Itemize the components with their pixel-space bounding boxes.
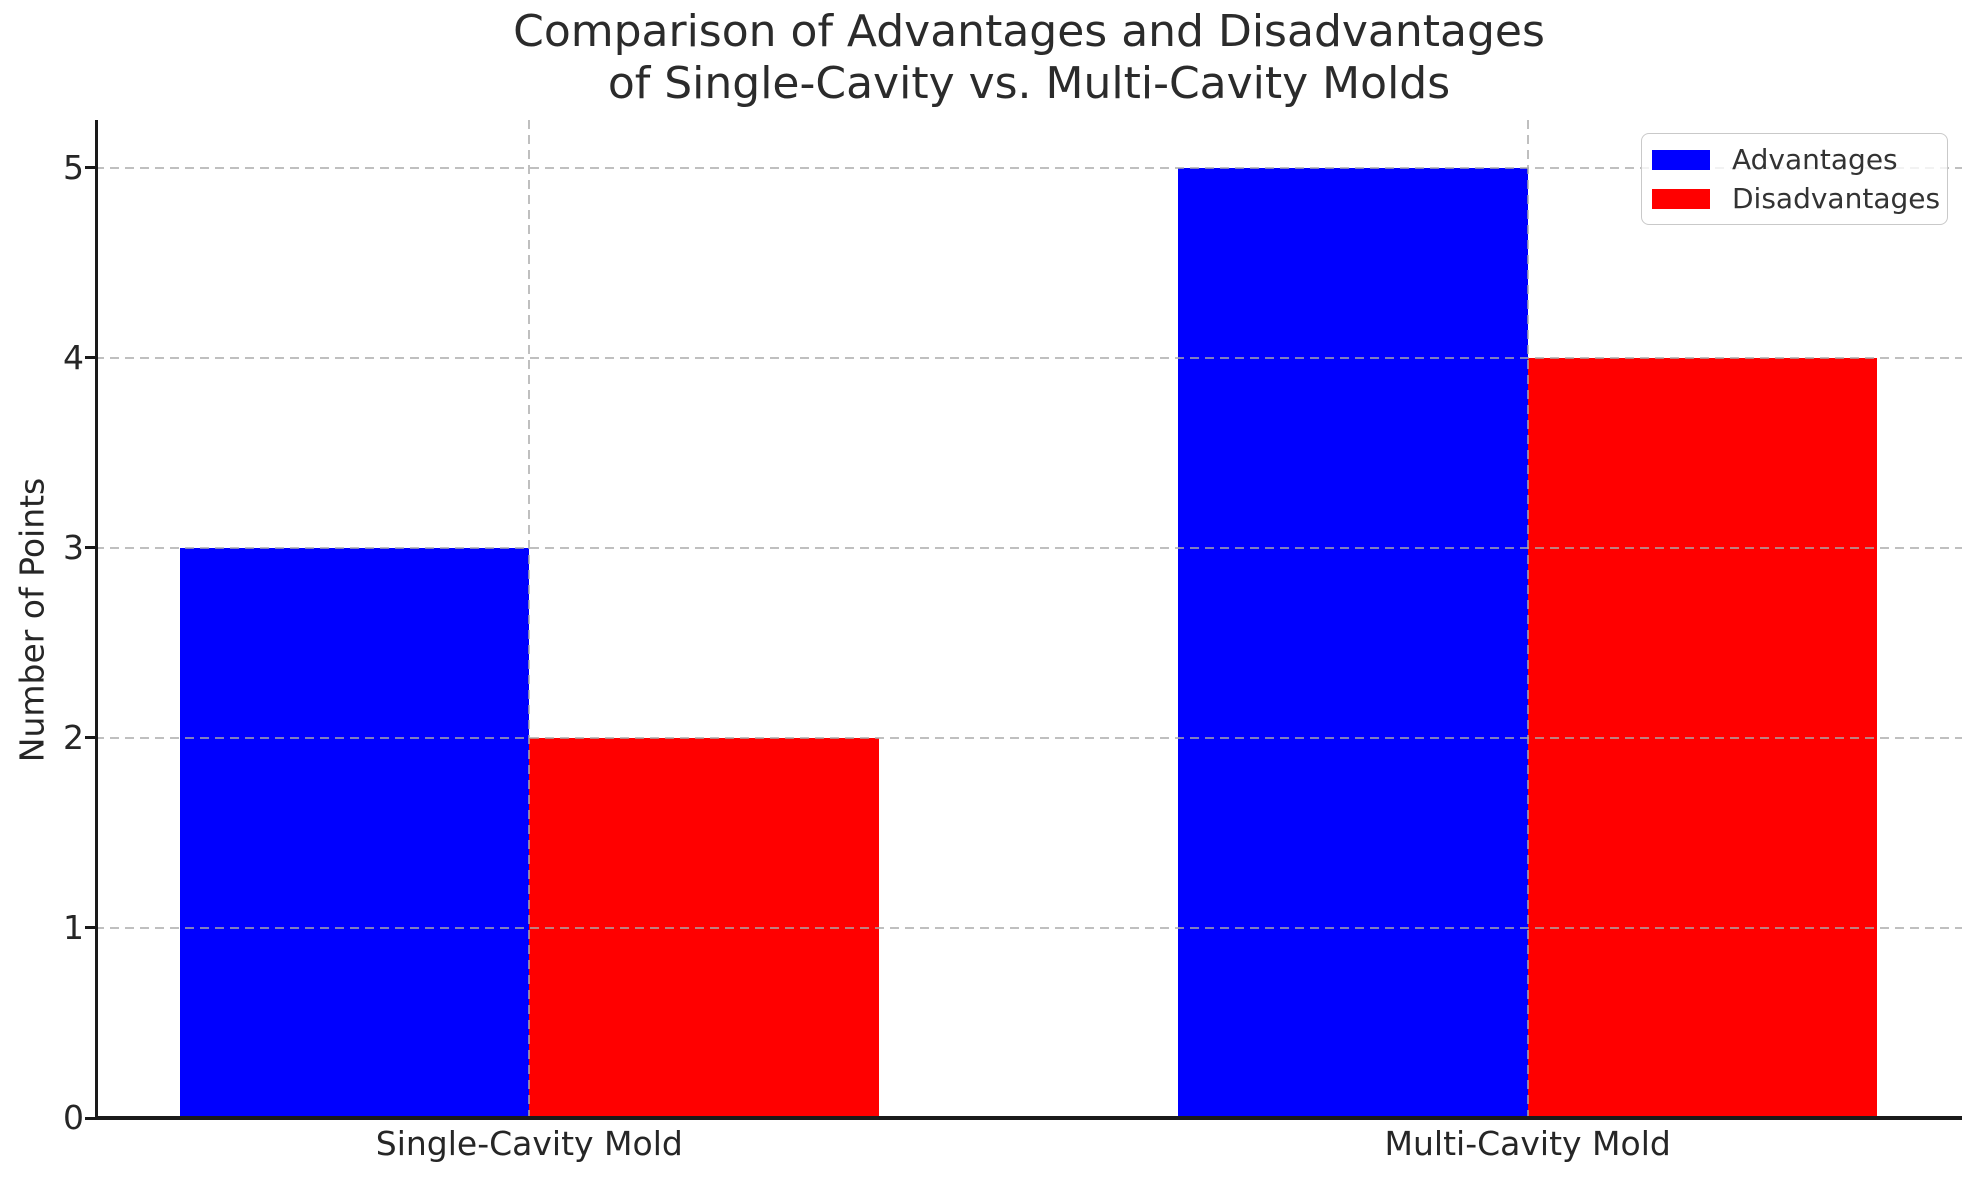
grid-line-x-single-cavity-mold <box>528 120 531 1118</box>
legend-swatch-disadvantages <box>1652 188 1710 209</box>
y-tick-mark-2 <box>85 736 95 740</box>
y-tick-mark-4 <box>85 356 95 360</box>
grid-line-y-5 <box>95 166 1962 169</box>
chart-title: Comparison of Advantages and Disadvantag… <box>513 6 1545 110</box>
chart-title-line-2: of Single-Cavity vs. Multi-Cavity Molds <box>607 58 1451 109</box>
y-tick-mark-3 <box>85 546 95 550</box>
legend-item-disadvantages: Disadvantages <box>1642 182 1947 215</box>
grid-line-y-1 <box>95 926 1962 929</box>
y-tick-mark-5 <box>85 166 95 170</box>
y-tick-label-0: 0 <box>63 1098 84 1137</box>
y-tick-label-2: 2 <box>63 717 84 757</box>
legend-item-advantages: Advantages <box>1642 143 1947 176</box>
y-tick-label-1: 1 <box>63 907 84 947</box>
bar-advantages-single-cavity-mold <box>179 547 530 1118</box>
y-tick-mark-0 <box>85 1116 95 1120</box>
y-tick-mark-1 <box>85 926 95 930</box>
grid-line-y-4 <box>95 356 1962 359</box>
legend-label-disadvantages: Disadvantages <box>1732 182 1941 215</box>
grid-line-y-2 <box>95 736 1962 739</box>
x-axis-spine <box>95 1116 1962 1120</box>
legend: Advantages Disadvantages <box>1641 133 1948 225</box>
x-tick-label-single-cavity-mold: Single-Cavity Mold <box>375 1124 683 1163</box>
legend-label-advantages: Advantages <box>1732 143 1898 176</box>
grid-line-y-3 <box>95 546 1962 549</box>
legend-swatch-advantages <box>1652 149 1710 170</box>
bar-advantages-multi-cavity-mold <box>1178 167 1528 1118</box>
chart-title-line-1: Comparison of Advantages and Disadvantag… <box>513 6 1545 57</box>
y-tick-label-4: 4 <box>63 337 84 377</box>
y-tick-label-5: 5 <box>63 147 84 187</box>
y-tick-label-3: 3 <box>63 527 84 567</box>
x-tick-label-multi-cavity-mold: Multi-Cavity Mold <box>1384 1124 1671 1163</box>
grid-line-x-multi-cavity-mold <box>1526 120 1529 1118</box>
y-axis-spine <box>95 120 98 1120</box>
